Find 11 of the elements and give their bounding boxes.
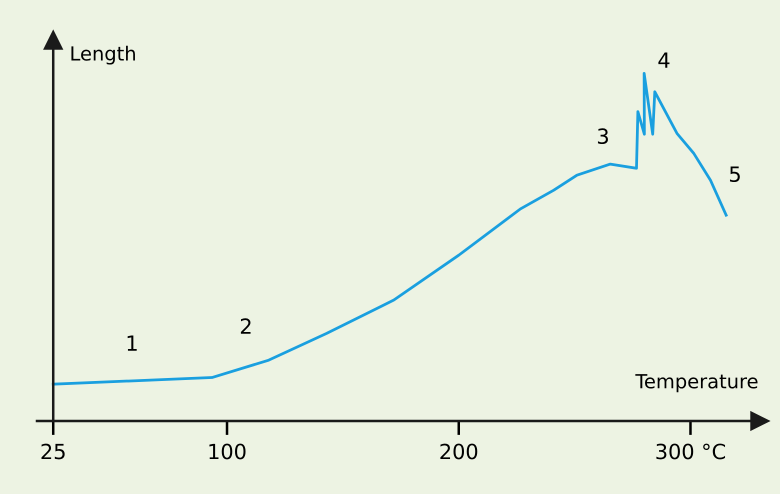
annotation: 5 (730, 166, 740, 182)
text: 4 (658, 52, 670, 68)
annotation: 3 (598, 128, 608, 144)
x-tick-label: 200 (440, 444, 478, 460)
annotation: 1 (128, 336, 137, 351)
annotation: 2 (240, 318, 251, 334)
x-tick-label: 300 °C (656, 444, 726, 460)
x-tick-label: 100 (209, 444, 246, 460)
x-tick-label: 25 (41, 444, 65, 460)
x-axis-title: Temperature (635, 374, 758, 392)
y-axis-title: Length (71, 46, 135, 65)
